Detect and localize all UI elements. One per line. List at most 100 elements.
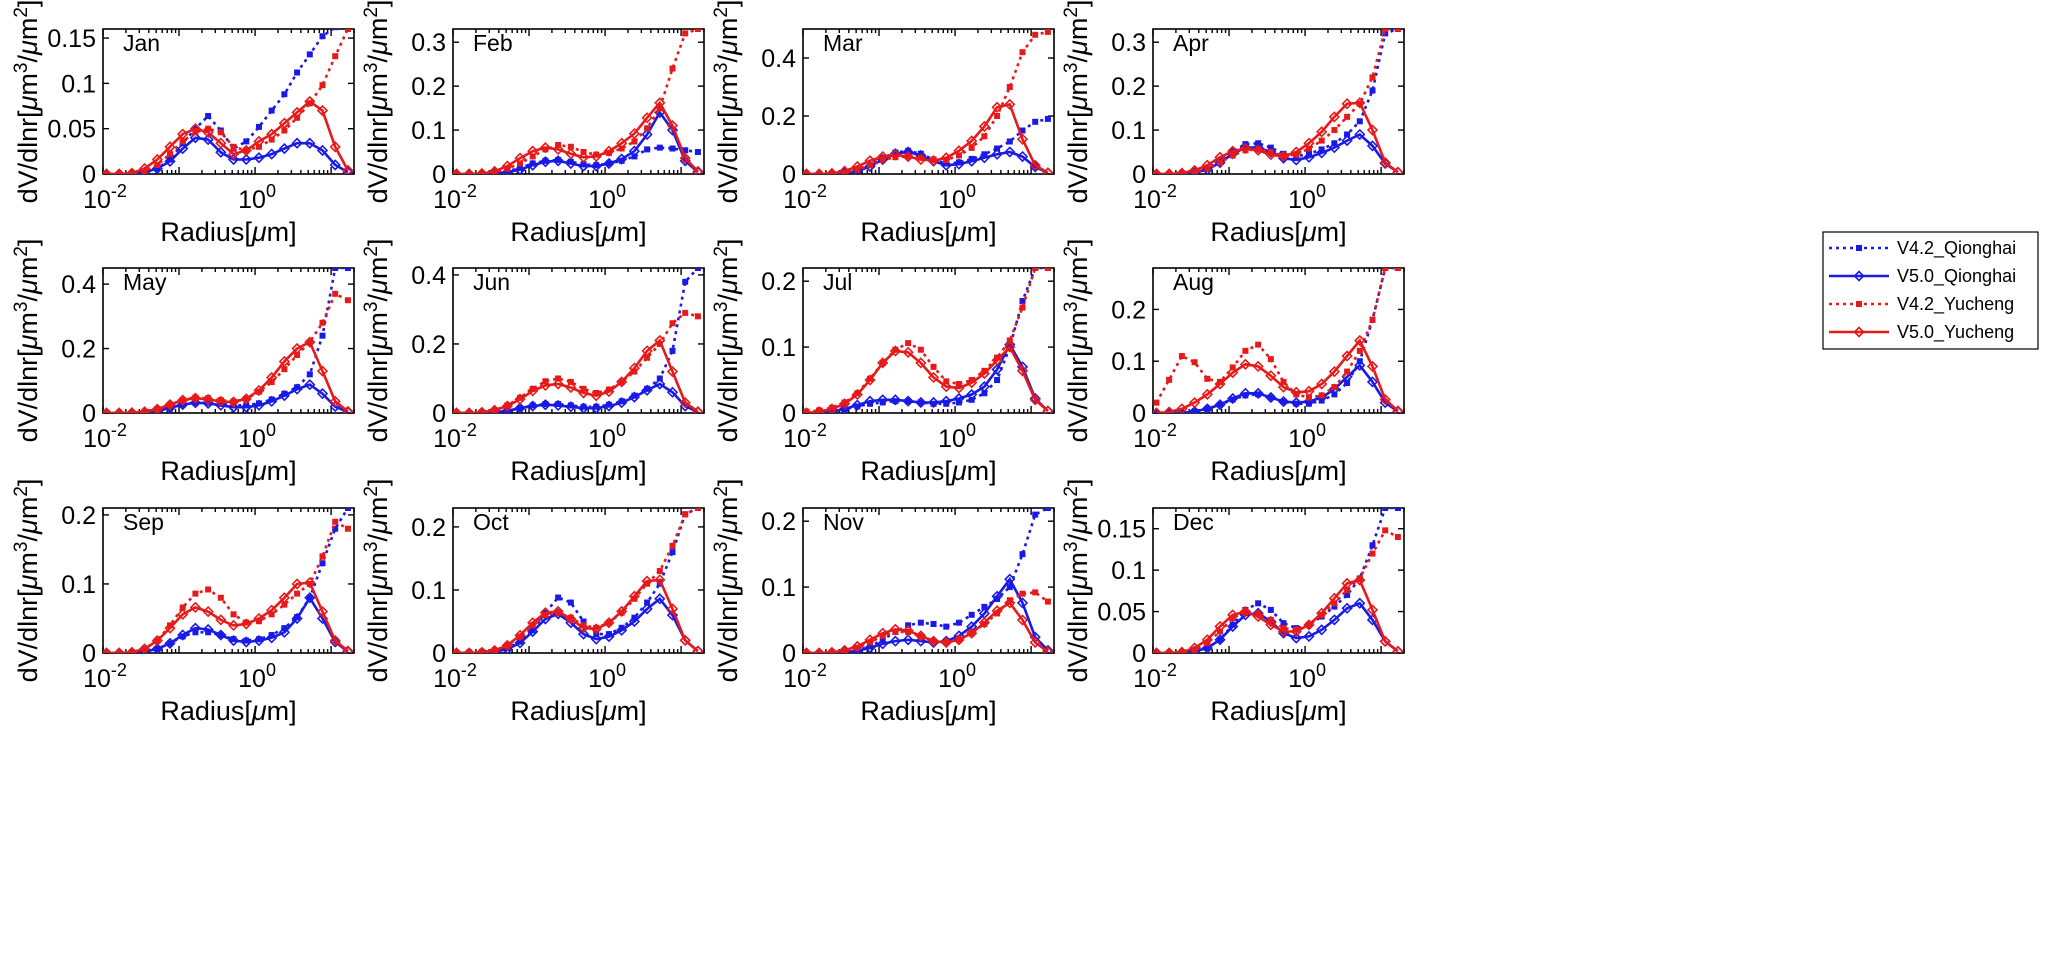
x-axis-label: Radius[μm] — [510, 217, 646, 247]
data-point-V5.0_Yucheng — [552, 378, 564, 390]
data-point-V5.0_Yucheng — [991, 101, 1003, 113]
panel-feb: 00.10.20.310-2 100Radius[μm]dV/dlnr[μm3/μ… — [361, 0, 705, 247]
y-label-m2: m — [713, 497, 743, 520]
data-point-V4.2_Qionghai — [306, 51, 313, 58]
data-point-V5.0_Yucheng — [838, 398, 851, 410]
data-point-V5.0_Yucheng — [463, 647, 475, 653]
y-tick-label: 0.3 — [411, 29, 446, 57]
data-point-V5.0_Yucheng — [590, 623, 602, 635]
data-point-V4.2_Qionghai — [555, 594, 562, 601]
data-point-V4.2_Qionghai — [656, 144, 663, 151]
data-point-V5.0_Yucheng — [291, 578, 303, 590]
y-label-mu: μ — [713, 95, 743, 111]
data-point-V4.2_Yucheng — [930, 363, 937, 370]
data-point-V4.2_Qionghai — [593, 403, 600, 410]
series-line-V4.2_Qionghai — [456, 268, 699, 413]
data-point-V5.0_Yucheng — [940, 636, 952, 649]
data-point-V4.2_Qionghai — [1006, 138, 1013, 145]
data-point-V5.0_Qionghai — [1265, 391, 1277, 404]
data-point-V5.0_Yucheng — [304, 336, 316, 348]
y-label-slash: / — [13, 533, 43, 541]
x-tick-label: 100 — [938, 181, 976, 214]
data-point-V5.0_Yucheng — [940, 152, 952, 164]
data-point-V4.2_Yucheng — [1191, 359, 1198, 366]
x-label-text: Radius[ — [1210, 456, 1302, 486]
x-tick-label: 100 — [238, 181, 276, 214]
legend-marker — [1856, 245, 1862, 251]
data-point-V5.0_Yucheng — [953, 382, 965, 394]
y-label-text: dV/dlnr[ — [13, 110, 43, 204]
data-point-V5.0_Yucheng — [654, 334, 666, 347]
data-point-V5.0_Yucheng — [1004, 98, 1016, 111]
x-tick-base: 10 — [433, 425, 461, 453]
data-point-V5.0_Yucheng — [1303, 137, 1315, 149]
y-label-m2: m — [1063, 18, 1093, 41]
data-point-V5.0_Qionghai — [1354, 128, 1366, 141]
data-point-V5.0_Yucheng — [902, 624, 914, 637]
x-label-end: m] — [267, 217, 297, 247]
x-tick-base: 10 — [783, 665, 811, 693]
data-point-V5.0_Yucheng — [1214, 151, 1226, 163]
data-point-V5.0_Yucheng — [1328, 592, 1341, 604]
data-point-V5.0_Qionghai — [616, 624, 628, 636]
x-tick-label: 10-2 — [433, 181, 477, 214]
data-point-V5.0_Yucheng — [189, 392, 202, 404]
y-tick-label: 0.05 — [47, 116, 96, 144]
month-label: Mar — [823, 30, 863, 56]
data-point-V4.2_Yucheng — [631, 138, 638, 145]
panel-oct: 00.10.210-2 100Radius[μm]dV/dlnr[μm3/μm2]… — [361, 479, 705, 726]
data-point-V5.0_Yucheng — [1042, 167, 1054, 174]
data-point-V5.0_Qionghai — [164, 155, 176, 167]
data-point-V4.2_Qionghai — [230, 636, 237, 643]
data-point-V5.0_Qionghai — [590, 402, 602, 413]
data-point-V5.0_Yucheng — [1392, 645, 1404, 653]
data-point-V5.0_Qionghai — [1252, 387, 1264, 399]
data-point-V4.2_Yucheng — [1166, 376, 1173, 383]
y-label-sup3: 3 — [11, 62, 32, 73]
data-point-V5.0_Qionghai — [838, 403, 851, 413]
plot-area-frame — [452, 267, 705, 414]
data-point-V4.2_Yucheng — [1153, 399, 1160, 406]
y-label-m1: m — [363, 312, 393, 335]
data-point-V5.0_Qionghai — [266, 148, 278, 160]
data-point-V4.2_Qionghai — [319, 560, 326, 567]
x-tick-label: 100 — [588, 420, 626, 453]
series-line-V4.2_Yucheng — [456, 311, 699, 413]
data-point-V4.2_Qionghai — [917, 150, 924, 157]
data-point-V5.0_Yucheng — [679, 634, 691, 647]
y-label-m1: m — [13, 73, 43, 96]
data-point-V5.0_Yucheng — [889, 149, 902, 161]
y-tick-label: 0.1 — [411, 577, 446, 605]
data-point-V4.2_Yucheng — [605, 149, 612, 156]
panel-sep: 00.10.210-2 100Radius[μm]dV/dlnr[μm3/μm2]… — [11, 479, 355, 726]
data-point-V5.0_Yucheng — [552, 143, 564, 156]
y-label-mu2: μ — [713, 519, 743, 535]
data-point-V5.0_Qionghai — [552, 155, 564, 167]
data-point-V5.0_Yucheng — [463, 407, 475, 413]
data-point-V4.2_Qionghai — [867, 400, 874, 407]
data-point-V5.0_Yucheng — [215, 137, 227, 149]
legend-marker — [1853, 326, 1865, 338]
y-label-m2: m — [713, 257, 743, 280]
data-point-V5.0_Yucheng — [227, 148, 240, 160]
y-axis-label: dV/dlnr[μm3/μm2] — [1061, 479, 1093, 683]
data-point-V5.0_Yucheng — [278, 355, 291, 368]
data-point-V5.0_Yucheng — [679, 397, 691, 409]
data-point-V4.2_Yucheng — [167, 151, 174, 158]
data-point-V5.0_Yucheng — [1379, 635, 1391, 648]
data-point-V4.2_Qionghai — [567, 599, 574, 606]
y-label-mu2: μ — [1063, 40, 1093, 56]
data-point-V5.0_Qionghai — [1004, 146, 1016, 158]
series-group — [1153, 268, 1404, 413]
data-point-V5.0_Qionghai — [1201, 642, 1213, 653]
y-label-m1: m — [713, 552, 743, 575]
panel-jul: 00.10.210-2 100Radius[μm]dV/dlnr[μm3/μm2]… — [711, 239, 1055, 486]
data-point-V4.2_Qionghai — [994, 595, 1001, 602]
data-point-V5.0_Qionghai — [253, 152, 265, 164]
y-label-sup2: 2 — [1061, 486, 1082, 497]
data-point-V4.2_Yucheng — [281, 366, 288, 373]
data-point-V4.2_Yucheng — [1242, 147, 1249, 154]
data-point-V4.2_Qionghai — [879, 399, 886, 406]
data-point-V5.0_Qionghai — [1016, 150, 1029, 163]
y-tick-label: 0 — [1132, 640, 1146, 668]
